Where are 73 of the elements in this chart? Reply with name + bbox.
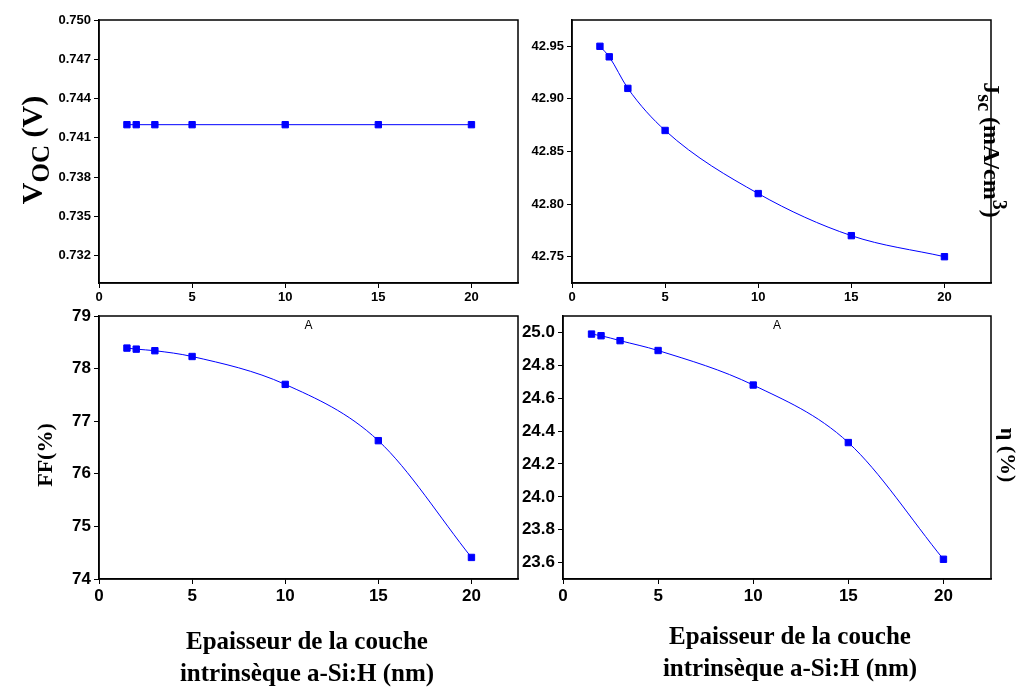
x-tick-label: 20 bbox=[937, 289, 952, 305]
point bbox=[844, 438, 853, 447]
y-tick-label: 25.0 bbox=[521, 322, 555, 342]
x-tick-label: 15 bbox=[368, 585, 388, 605]
y-tick-label: 0.750 bbox=[58, 11, 91, 27]
y-tick-label: 79 bbox=[72, 305, 91, 325]
y-tick-label: 76 bbox=[72, 463, 91, 483]
y-tick-label: 24.6 bbox=[521, 387, 555, 407]
point bbox=[749, 381, 757, 389]
x-tick-label: 5 bbox=[661, 289, 669, 305]
annotation: A bbox=[772, 318, 782, 332]
x-tick-label: 15 bbox=[838, 585, 858, 605]
y-tick-label: 42.80 bbox=[531, 195, 564, 211]
x-tick-label: 20 bbox=[933, 585, 953, 605]
y-tick-label: 24.8 bbox=[521, 355, 555, 374]
x-tick-label: 5 bbox=[653, 585, 663, 605]
y-tick-label: 0.741 bbox=[58, 129, 91, 145]
point bbox=[624, 84, 632, 93]
y-tick-label: 42.95 bbox=[531, 37, 564, 53]
point bbox=[281, 380, 289, 389]
y-tick-label: 78 bbox=[72, 358, 91, 378]
y2-axis-title: η (%) bbox=[995, 426, 1022, 485]
x-tick-label: 0 bbox=[95, 289, 103, 305]
y-tick-label: 42.90 bbox=[531, 90, 564, 106]
y-tick-label: 75 bbox=[72, 516, 91, 536]
x-axis-title: Epaisseur de la couche intrinsèque a-Si:H (nm) bbox=[661, 621, 919, 683]
annotation: A bbox=[303, 318, 314, 332]
x-tick-label: 15 bbox=[371, 289, 386, 305]
y-tick-label: 42.85 bbox=[531, 143, 564, 159]
x-tick-label: 10 bbox=[277, 289, 293, 305]
x-tick-label: 10 bbox=[275, 585, 295, 605]
x-tick-label: 15 bbox=[844, 289, 859, 305]
x-tick-label: 5 bbox=[187, 585, 197, 605]
y-tick-label: 0.747 bbox=[58, 50, 91, 66]
point bbox=[847, 231, 856, 240]
y-tick-label: 0.732 bbox=[58, 247, 91, 263]
x-tick-label: 5 bbox=[188, 289, 196, 305]
y-tick-label: 23.8 bbox=[521, 519, 555, 539]
x-tick-label: 20 bbox=[464, 289, 479, 305]
point bbox=[132, 345, 140, 353]
x-tick-label: 0 bbox=[558, 585, 568, 605]
point bbox=[467, 553, 476, 562]
y-tick-label: 23.6 bbox=[521, 552, 555, 572]
y-tick-label: 24.0 bbox=[521, 486, 555, 506]
point bbox=[661, 126, 669, 135]
point bbox=[188, 352, 196, 361]
y-tick-label: 0.738 bbox=[58, 168, 91, 184]
point bbox=[754, 189, 762, 198]
point bbox=[151, 347, 159, 355]
point bbox=[597, 332, 605, 340]
y-tick-label: 0.744 bbox=[58, 90, 92, 106]
y-tick-label: 0.735 bbox=[58, 207, 91, 223]
y-tick-label: 74 bbox=[72, 568, 92, 588]
x-axis-title: Epaisseur de la couche intrinsèque a-Si:H (nm) bbox=[178, 626, 436, 688]
point bbox=[587, 330, 596, 338]
point bbox=[596, 42, 604, 50]
point bbox=[605, 53, 613, 61]
point bbox=[939, 555, 948, 563]
y-tick-label: 77 bbox=[72, 410, 91, 430]
x-tick-label: 10 bbox=[750, 289, 766, 305]
x-tick-label: 10 bbox=[743, 585, 763, 605]
point bbox=[940, 253, 949, 261]
point bbox=[374, 436, 383, 445]
y-tick-label: 24.2 bbox=[521, 453, 555, 473]
x-tick-label: 0 bbox=[94, 585, 104, 605]
point bbox=[616, 336, 624, 345]
x-tick-label: 0 bbox=[568, 289, 576, 305]
point bbox=[123, 344, 131, 352]
y-axis-title: FF(%) bbox=[31, 422, 58, 489]
point bbox=[654, 346, 662, 355]
x-tick-label: 20 bbox=[461, 585, 481, 605]
y-tick-label: 42.75 bbox=[531, 248, 564, 264]
y-tick-label: 24.4 bbox=[521, 420, 556, 440]
